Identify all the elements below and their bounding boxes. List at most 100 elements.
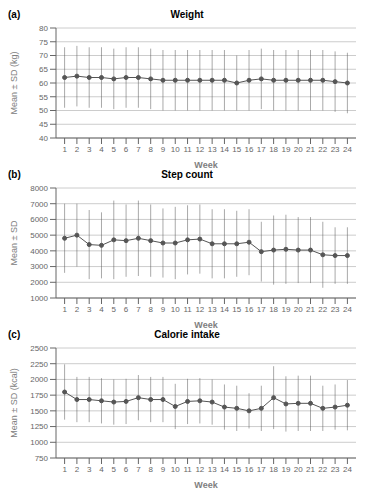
svg-text:1000: 1000 [30,294,48,303]
svg-text:Mean ± SD: Mean ± SD [9,220,19,265]
svg-text:5: 5 [112,145,117,154]
svg-text:23: 23 [331,305,340,314]
svg-text:Mean ± SD (kcal): Mean ± SD (kcal) [9,368,19,437]
svg-text:1500: 1500 [30,407,48,416]
svg-text:4: 4 [99,305,104,314]
svg-text:1: 1 [62,465,67,474]
svg-text:2: 2 [75,145,80,154]
svg-text:1250: 1250 [30,422,48,431]
svg-text:3: 3 [87,145,92,154]
svg-text:22: 22 [318,305,327,314]
svg-text:13: 13 [208,465,217,474]
svg-text:17: 17 [257,305,266,314]
svg-text:14: 14 [220,145,229,154]
svg-text:1: 1 [62,305,67,314]
svg-text:24: 24 [343,305,352,314]
svg-text:50: 50 [39,106,48,115]
svg-text:3000: 3000 [30,262,48,271]
svg-text:5000: 5000 [30,231,48,240]
svg-text:11: 11 [183,305,192,314]
svg-text:6: 6 [124,465,129,474]
svg-text:6000: 6000 [30,215,48,224]
svg-text:6: 6 [124,305,129,314]
svg-text:7: 7 [136,305,141,314]
svg-text:750: 750 [35,454,49,463]
svg-text:15: 15 [232,145,241,154]
svg-text:23: 23 [331,465,340,474]
svg-text:22: 22 [318,465,327,474]
svg-text:5: 5 [112,305,117,314]
svg-text:16: 16 [245,305,254,314]
svg-text:13: 13 [208,305,217,314]
svg-text:23: 23 [331,145,340,154]
svg-text:20: 20 [294,145,303,154]
svg-text:18: 18 [269,145,278,154]
svg-text:2500: 2500 [30,344,48,353]
svg-text:24: 24 [343,145,352,154]
svg-text:2250: 2250 [30,360,48,369]
svg-text:19: 19 [281,465,290,474]
svg-text:21: 21 [306,465,315,474]
svg-text:12: 12 [195,465,204,474]
svg-text:7000: 7000 [30,200,48,209]
svg-text:21: 21 [306,305,315,314]
svg-text:14: 14 [220,305,229,314]
svg-text:4000: 4000 [30,247,48,256]
svg-text:5: 5 [112,465,117,474]
svg-text:3: 3 [87,465,92,474]
svg-text:20: 20 [294,465,303,474]
svg-text:17: 17 [257,465,266,474]
svg-text:12: 12 [195,145,204,154]
svg-text:20: 20 [294,305,303,314]
svg-text:70: 70 [39,51,48,60]
svg-text:3: 3 [87,305,92,314]
svg-text:1750: 1750 [30,391,48,400]
svg-text:4: 4 [99,145,104,154]
svg-text:13: 13 [208,145,217,154]
svg-text:Week: Week [194,320,218,328]
svg-text:7: 7 [136,465,141,474]
svg-text:9: 9 [161,145,166,154]
svg-text:11: 11 [183,145,192,154]
svg-text:24: 24 [343,465,352,474]
svg-text:Mean ± SD (kg): Mean ± SD (kg) [9,52,19,115]
svg-text:8000: 8000 [30,184,48,193]
svg-text:80: 80 [39,24,48,33]
svg-text:55: 55 [39,93,48,102]
svg-text:7: 7 [136,145,141,154]
svg-text:12: 12 [195,305,204,314]
svg-text:9: 9 [161,305,166,314]
svg-text:18: 18 [269,305,278,314]
svg-text:65: 65 [39,65,48,74]
svg-text:Week: Week [194,480,218,488]
svg-text:75: 75 [39,38,48,47]
svg-text:2: 2 [75,465,80,474]
svg-text:15: 15 [232,465,241,474]
svg-text:1000: 1000 [30,438,48,447]
svg-text:19: 19 [281,145,290,154]
svg-text:10: 10 [171,305,180,314]
svg-text:2000: 2000 [30,278,48,287]
svg-text:45: 45 [39,120,48,129]
svg-text:Week: Week [194,160,218,168]
svg-text:8: 8 [148,465,153,474]
svg-text:10: 10 [171,465,180,474]
svg-text:1: 1 [62,145,67,154]
svg-text:10: 10 [171,145,180,154]
svg-text:11: 11 [183,465,192,474]
svg-text:6: 6 [124,145,129,154]
svg-text:2000: 2000 [30,375,48,384]
svg-text:15: 15 [232,305,241,314]
svg-text:2: 2 [75,305,80,314]
svg-text:22: 22 [318,145,327,154]
svg-text:18: 18 [269,465,278,474]
svg-text:9: 9 [161,465,166,474]
svg-text:17: 17 [257,145,266,154]
svg-text:21: 21 [306,145,315,154]
svg-text:40: 40 [39,134,48,143]
svg-text:8: 8 [148,305,153,314]
svg-text:16: 16 [245,145,254,154]
svg-text:4: 4 [99,465,104,474]
svg-text:8: 8 [148,145,153,154]
svg-text:14: 14 [220,465,229,474]
